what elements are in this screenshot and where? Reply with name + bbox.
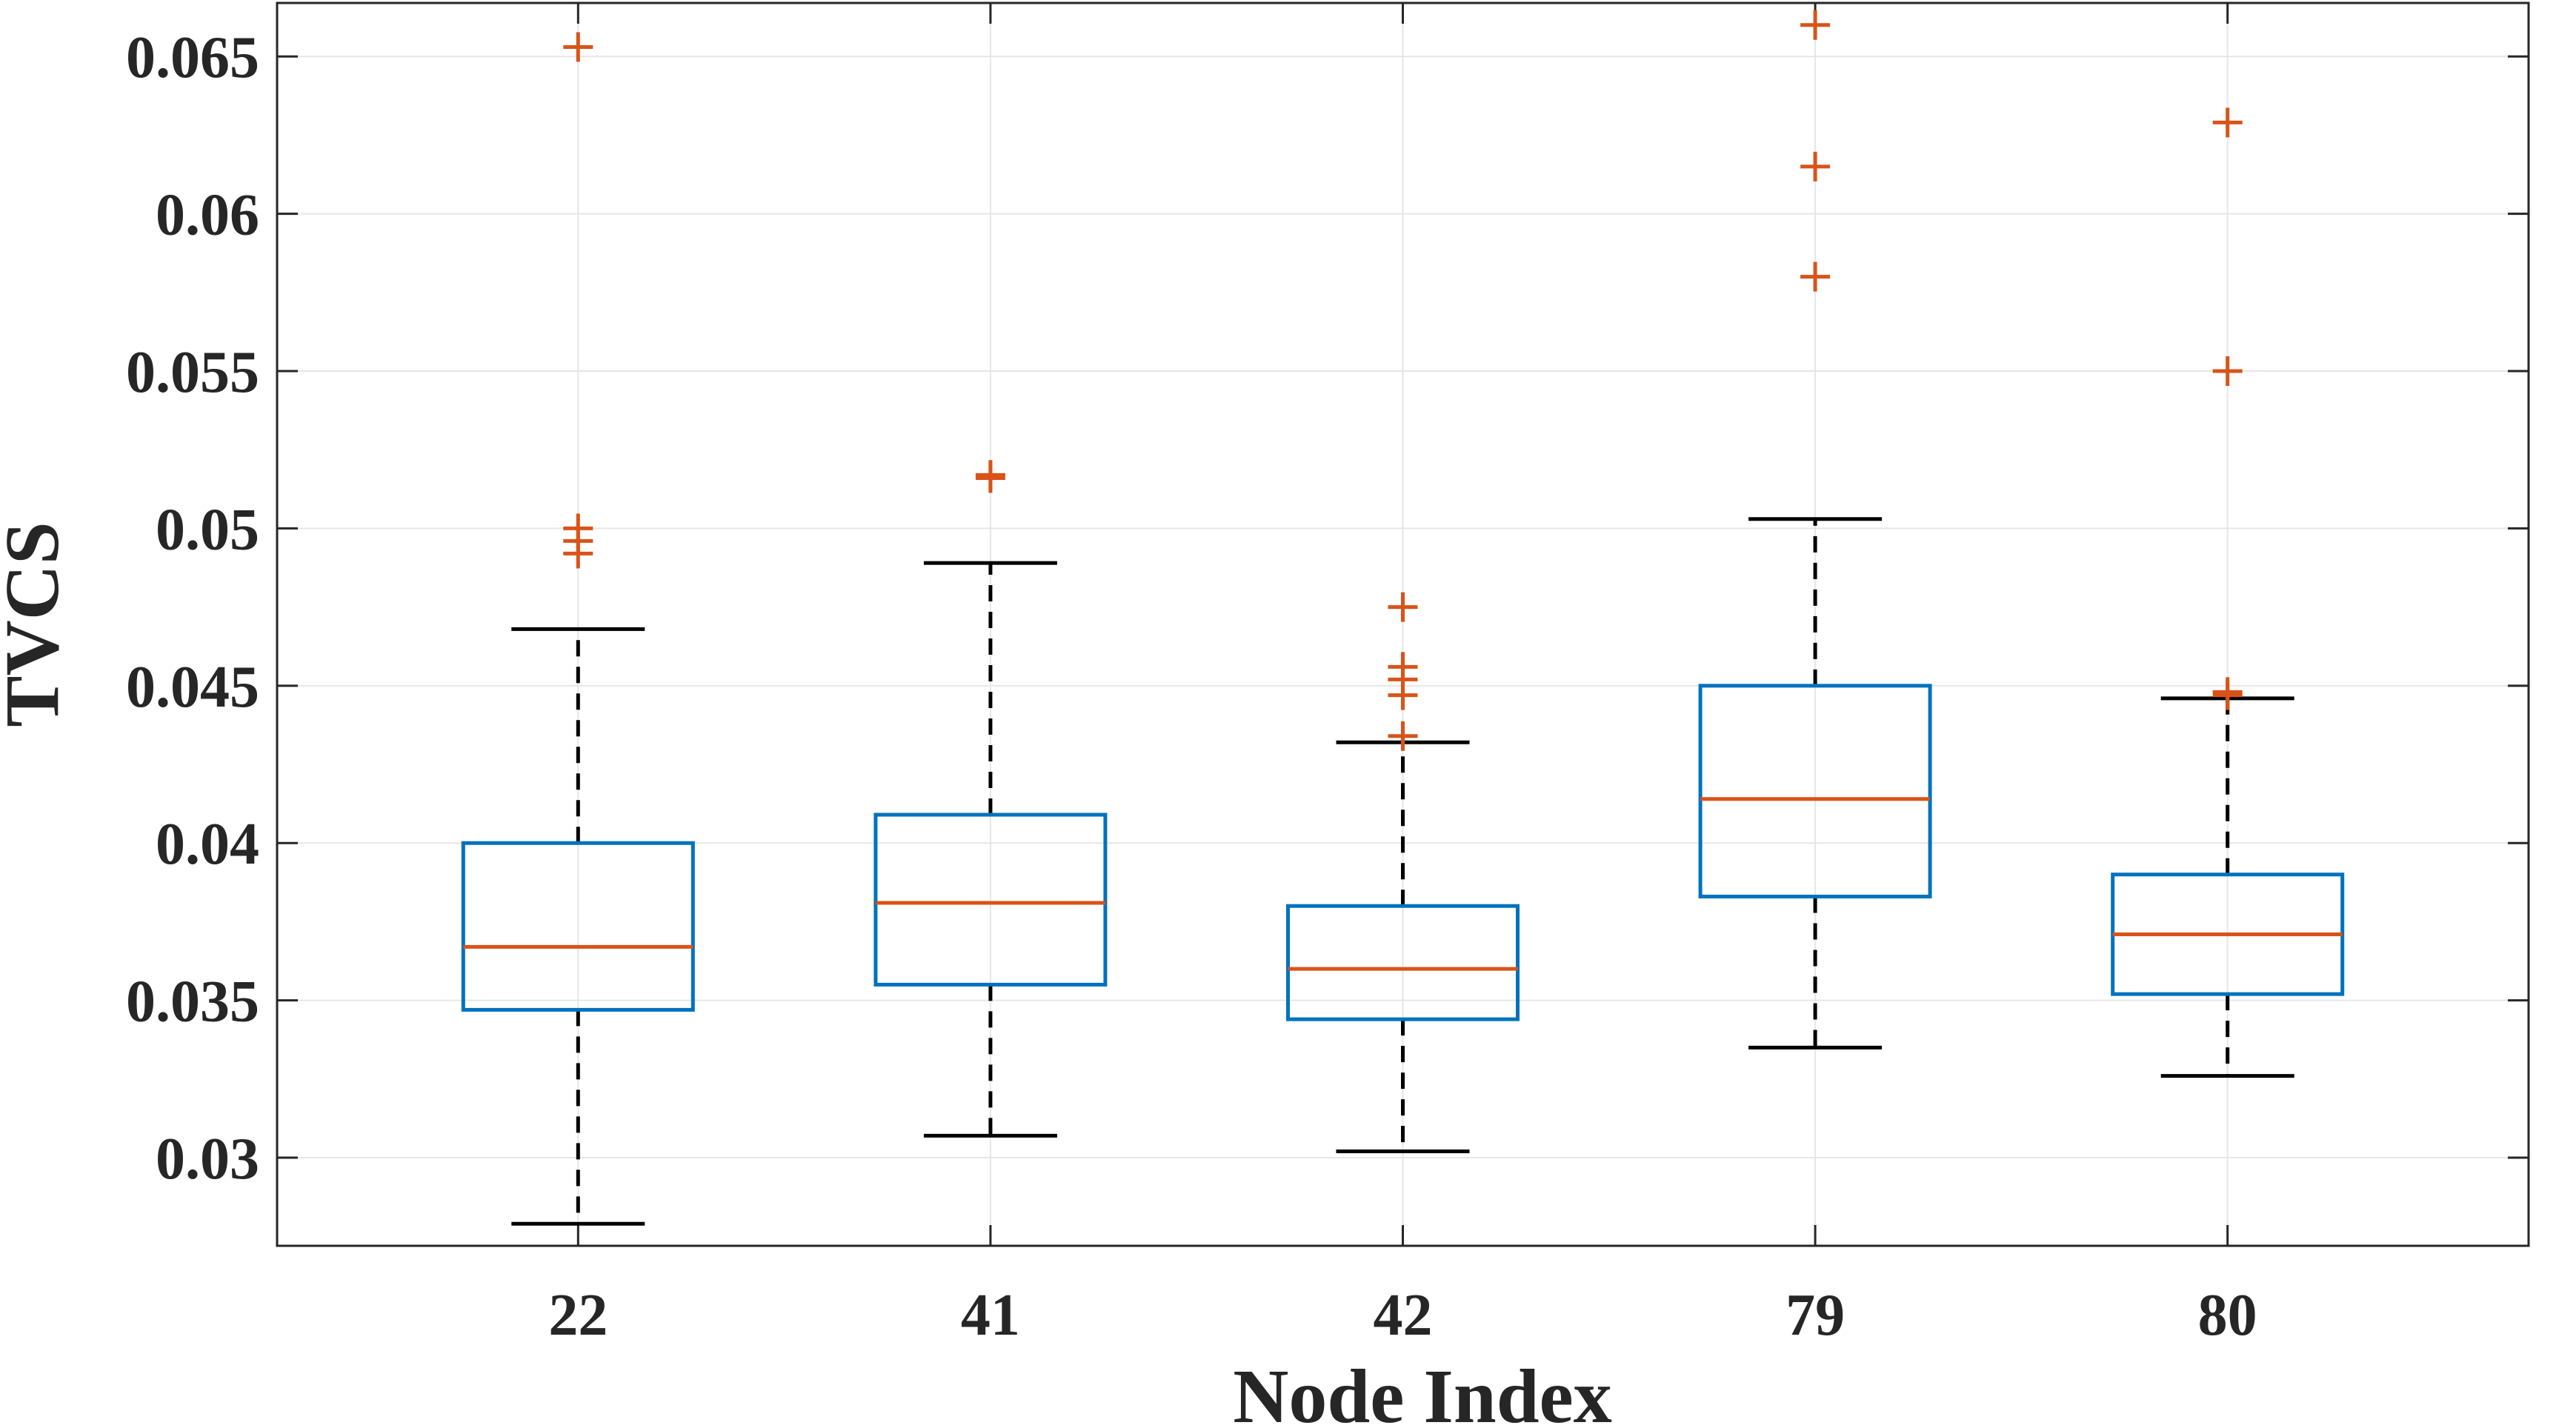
y-tick-label: 0.06 — [156, 183, 259, 248]
x-tick-label: 41 — [961, 1283, 1020, 1348]
outlier-marker — [1800, 261, 1831, 292]
outlier-marker — [2212, 107, 2243, 138]
box-group-22 — [461, 32, 695, 1226]
outlier-marker — [1388, 592, 1418, 622]
box-series — [461, 10, 2345, 1226]
y-tick-label: 0.045 — [126, 655, 259, 720]
box-group-79 — [1698, 10, 1932, 1050]
y-tick-label: 0.03 — [156, 1127, 259, 1192]
y-axis-ticks: 0.03 0.035 0.04 0.045 0.05 0.055 0.06 0.065 — [126, 25, 2529, 1192]
y-tick-label: 0.055 — [126, 340, 259, 405]
outlier-marker — [2212, 356, 2243, 387]
outlier-marker — [563, 32, 593, 62]
outlier-marker — [1388, 680, 1418, 710]
box-group-80 — [2111, 107, 2345, 1078]
outlier-marker — [2212, 680, 2243, 710]
iqr-box — [873, 813, 1108, 987]
outlier-marker — [1800, 10, 1831, 40]
iqr-box — [461, 841, 695, 1012]
x-tick-label: 22 — [548, 1283, 608, 1348]
x-axis-label: Node Index — [1233, 1354, 1611, 1428]
box-group-41 — [873, 460, 1108, 1138]
x-tick-label: 80 — [2198, 1283, 2257, 1348]
outlier-marker — [1800, 151, 1831, 181]
outlier-marker — [975, 463, 1005, 493]
iqr-box — [1698, 684, 1932, 898]
iqr-box — [1286, 904, 1520, 1021]
x-tick-label: 79 — [1785, 1283, 1845, 1348]
x-tick-label: 42 — [1374, 1283, 1433, 1348]
outlier-marker — [1388, 721, 1418, 751]
y-tick-label: 0.035 — [126, 970, 259, 1035]
x-axis-ticks: 22 41 42 79 80 — [548, 3, 2257, 1348]
y-axis-label: TVCS — [0, 521, 75, 727]
y-tick-label: 0.04 — [156, 812, 259, 877]
y-tick-label: 0.065 — [126, 25, 259, 90]
box-group-42 — [1286, 592, 1520, 1154]
y-tick-label: 0.05 — [156, 497, 259, 562]
outlier-marker — [563, 538, 593, 569]
